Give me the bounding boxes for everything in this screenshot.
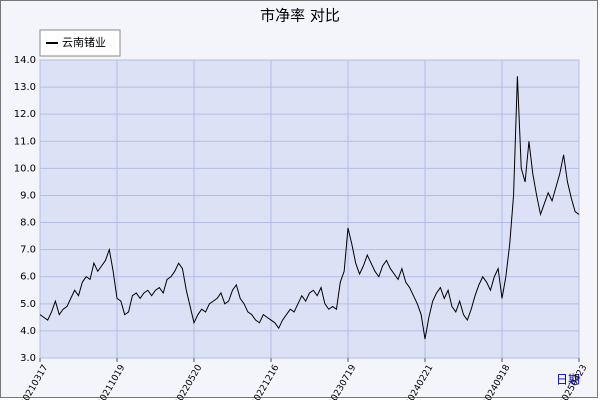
y-tick-label: 5.0	[20, 299, 36, 310]
y-tick-label: 4.0	[20, 326, 36, 337]
y-tick-label: 9.0	[20, 190, 36, 201]
y-tick-label: 12.0	[14, 109, 36, 120]
data-line	[39, 76, 580, 340]
y-tick-label: 13.0	[14, 82, 36, 93]
y-tick-label: 6.0	[20, 272, 36, 283]
x-axis-label: 日期	[556, 373, 580, 387]
chart-title: 市净率 对比	[260, 7, 340, 25]
plot-area	[39, 59, 580, 359]
y-tick-label: 10.0	[14, 163, 36, 174]
y-tick-label: 14.0	[14, 55, 36, 66]
y-tick-label: 7.0	[20, 245, 36, 256]
y-tick-label: 8.0	[20, 218, 36, 229]
legend: 云南锗业	[39, 29, 121, 57]
y-tick-label: 3.0	[20, 353, 36, 364]
y-tick-label: 11.0	[14, 136, 36, 147]
legend-label: 云南锗业	[62, 35, 106, 49]
